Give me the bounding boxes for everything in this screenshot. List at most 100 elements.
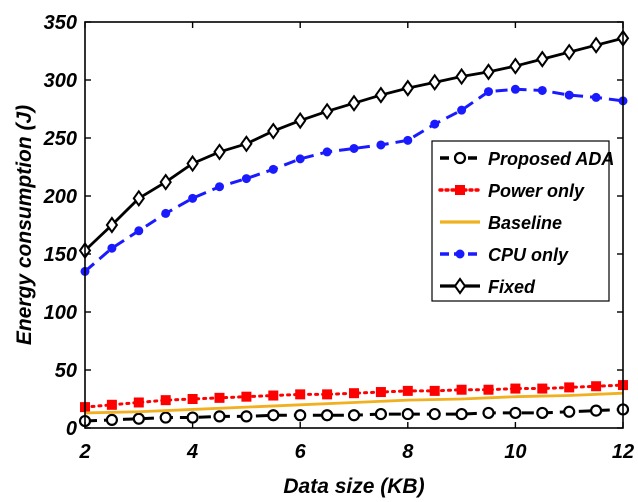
data-point (133, 397, 144, 408)
data-point (483, 384, 494, 395)
legend-label: Power only (488, 181, 585, 201)
legend-label: Fixed (488, 277, 536, 297)
legend: Proposed ADA Power only Baseline CPU only Fi… (431, 140, 614, 302)
axis-ticks: 2 4 6 8 10 12 0 50 100 150 200 250 300 350 (43, 12, 635, 463)
data-point (484, 87, 493, 97)
data-point (213, 143, 226, 161)
y-axis-label: Energy consumption (J) (13, 105, 36, 345)
data-point (563, 405, 576, 418)
data-point (591, 92, 601, 102)
data-point (457, 105, 467, 115)
data-point (376, 140, 386, 150)
data-point (374, 407, 387, 421)
data-point (161, 208, 171, 218)
data-point (589, 404, 603, 417)
data-point (482, 63, 495, 81)
series-proposed-ada (78, 403, 630, 428)
data-point (322, 389, 333, 400)
data-point (267, 409, 280, 422)
data-point (215, 182, 224, 192)
data-point (428, 73, 441, 92)
data-point (132, 412, 145, 425)
data-point (107, 243, 117, 253)
legend-entry: CPU only (440, 245, 569, 265)
data-point (349, 388, 359, 399)
series-cpu-only (80, 84, 628, 276)
legend-entry: Proposed ADA (440, 149, 614, 169)
data-point (240, 410, 253, 423)
data-point (186, 411, 199, 424)
data-point (401, 407, 414, 421)
data-point (294, 409, 307, 422)
y-tick-label: 300 (44, 70, 77, 92)
data-point (106, 399, 117, 410)
x-tick-label: 10 (504, 441, 526, 463)
data-point (105, 413, 119, 426)
series-baseline (84, 391, 624, 415)
data-point (510, 84, 520, 94)
data-point (455, 67, 468, 86)
data-point (509, 406, 522, 420)
data-point (134, 226, 144, 236)
x-tick-label: 2 (78, 441, 90, 463)
data-point (213, 410, 226, 423)
data-point (321, 409, 334, 422)
legend-marker (453, 277, 467, 295)
legend-label: Proposed ADA (488, 149, 614, 169)
data-point (241, 391, 252, 402)
y-tick-label: 0 (66, 418, 77, 440)
legend-marker (455, 185, 465, 195)
data-point (159, 173, 172, 191)
data-point (562, 43, 576, 61)
data-point (455, 407, 468, 421)
data-point (482, 406, 495, 420)
data-point (241, 174, 251, 184)
data-point (564, 90, 574, 100)
data-point (591, 381, 602, 392)
data-point (295, 389, 306, 400)
data-point (509, 57, 522, 75)
data-point (428, 407, 441, 421)
data-point (375, 387, 386, 398)
legend-entry: Baseline (440, 213, 562, 233)
y-tick-label: 50 (55, 360, 77, 382)
data-point (320, 102, 334, 121)
data-point (160, 395, 171, 406)
legend-marker (455, 249, 465, 259)
x-tick-label: 6 (295, 441, 307, 463)
y-tick-label: 200 (43, 186, 77, 208)
data-point (322, 147, 332, 157)
data-point (187, 394, 198, 404)
data-point (430, 119, 440, 129)
data-point (510, 383, 521, 394)
data-point (293, 111, 307, 130)
x-axis-label: Data size (KB) (283, 475, 424, 498)
data-point (188, 193, 198, 203)
y-tick-label: 250 (43, 128, 77, 150)
data-point (186, 154, 199, 173)
legend-label: Baseline (488, 213, 562, 233)
x-tick-label: 12 (612, 441, 634, 463)
series-power-only (80, 380, 628, 413)
data-point (589, 36, 603, 54)
data-point (429, 385, 440, 396)
data-point (295, 154, 305, 164)
legend-entry: Fixed (440, 277, 536, 297)
y-tick-label: 350 (44, 12, 77, 34)
data-point (536, 406, 549, 420)
data-point (347, 409, 361, 422)
plot-frame (84, 21, 624, 429)
data-point (537, 383, 548, 394)
data-point (267, 122, 280, 140)
data-point (456, 384, 467, 395)
data-point (564, 382, 575, 393)
data-point (401, 79, 415, 97)
data-point (214, 392, 225, 403)
legend-marker (453, 151, 467, 165)
x-tick-label: 8 (402, 441, 414, 463)
data-point (347, 94, 361, 112)
x-tick-label: 4 (186, 441, 198, 463)
y-tick-label: 100 (44, 302, 77, 324)
data-point (537, 85, 547, 95)
